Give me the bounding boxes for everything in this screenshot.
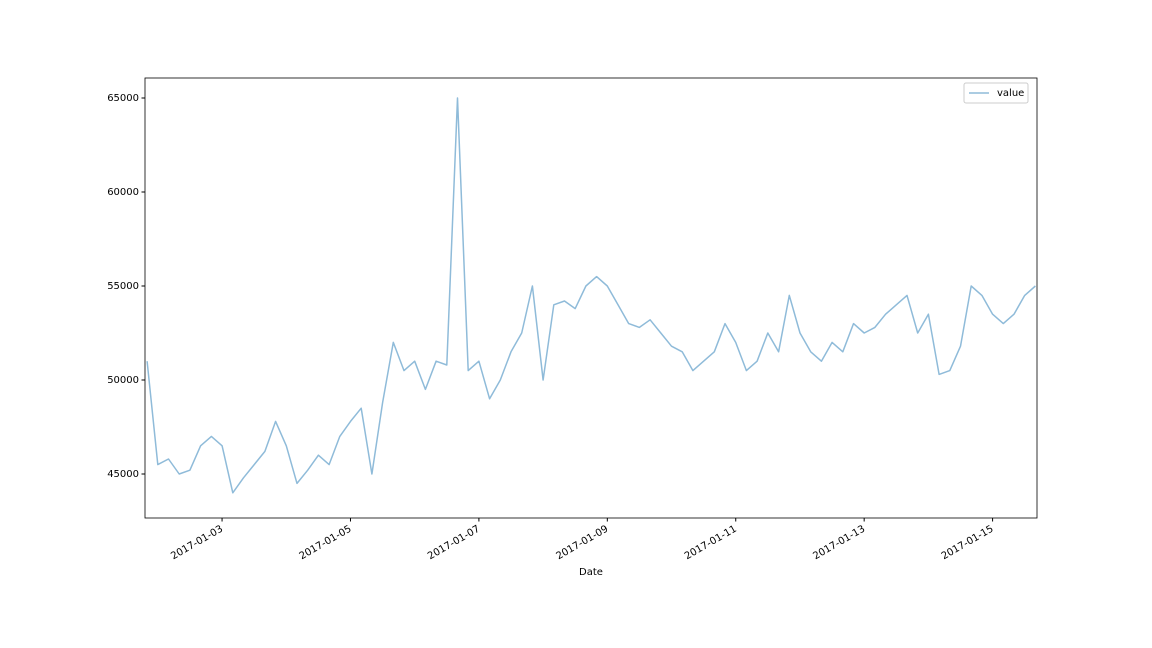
x-tick-label: 2017-01-07	[426, 524, 482, 563]
legend-label: value	[997, 88, 1024, 99]
y-tick-label: 45000	[107, 469, 139, 480]
x-tick-label: 2017-01-15	[940, 524, 996, 563]
plot	[146, 97, 1036, 494]
x-tick-label: 2017-01-13	[811, 524, 867, 563]
x-tick-label: 2017-01-05	[298, 524, 354, 563]
y-tick-label: 65000	[107, 93, 139, 104]
y-tick-label: 55000	[107, 281, 139, 292]
plot-frame	[144, 77, 1038, 519]
legend-box	[963, 82, 1029, 104]
y-tick-label: 60000	[107, 187, 139, 198]
x-tick-label: 2017-01-09	[554, 524, 610, 563]
y-tick-label: 50000	[107, 375, 139, 386]
x-tick-label: 2017-01-03	[169, 524, 225, 563]
x-tick-label: 2017-01-11	[683, 524, 739, 563]
data-line	[146, 97, 1036, 494]
x-axis-label: Date	[579, 567, 603, 578]
